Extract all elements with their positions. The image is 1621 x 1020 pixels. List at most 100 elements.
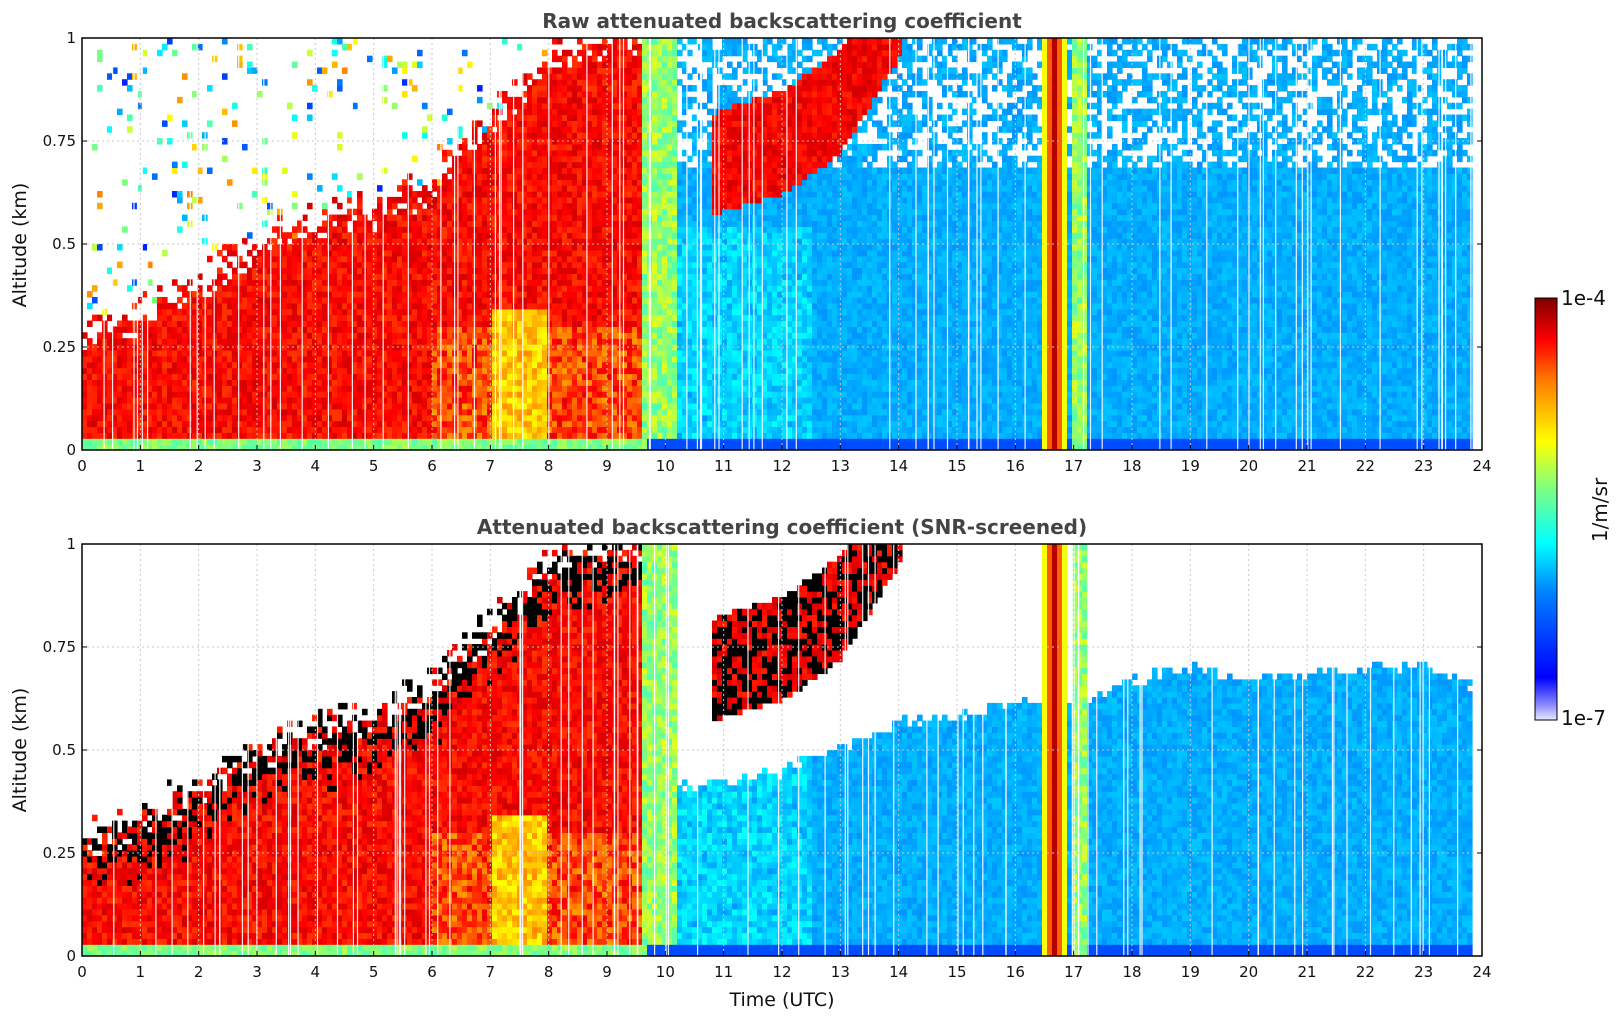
heatmap-cell [307, 338, 313, 345]
heatmap-cell [612, 326, 618, 333]
heatmap-cell [182, 344, 188, 351]
heatmap-cell [572, 202, 578, 210]
heatmap-cell [302, 379, 308, 386]
heatmap-cell [607, 138, 613, 145]
heatmap-cell [442, 173, 448, 180]
heatmap-cell [417, 338, 423, 345]
heatmap-cell [632, 244, 638, 251]
heatmap-cell [607, 161, 613, 169]
heatmap-cell [352, 355, 358, 363]
heatmap-cell [572, 285, 578, 292]
heatmap-cell [597, 385, 603, 392]
heatmap-cell [417, 273, 423, 280]
heatmap-cell [347, 320, 353, 327]
heatmap-cell [147, 373, 153, 380]
heatmap-cell [597, 296, 603, 304]
heatmap-cell [127, 338, 133, 345]
heatmap-cell [387, 367, 393, 375]
heatmap-cell [407, 238, 413, 245]
heatmap-cell [382, 367, 388, 375]
heatmap-cell [542, 367, 548, 375]
heatmap-cell [307, 202, 313, 210]
heatmap-cell [517, 349, 523, 357]
heatmap-cell [487, 379, 493, 386]
heatmap-cell [537, 202, 543, 210]
heatmap-cell [412, 402, 418, 410]
heatmap-cell [522, 361, 528, 369]
heatmap-cell [447, 379, 453, 386]
heatmap-cell [307, 402, 313, 410]
heatmap-cell [457, 273, 463, 280]
heatmap-cell [147, 414, 153, 422]
heatmap-cell [457, 320, 463, 327]
heatmap-cell [482, 414, 488, 422]
heatmap-cell [462, 302, 468, 310]
heatmap-cell [597, 285, 603, 292]
heatmap-cell [567, 138, 573, 145]
heatmap-cell [477, 291, 483, 298]
heatmap-cell [282, 314, 288, 322]
heatmap-cell [462, 173, 468, 180]
heatmap-cell [102, 361, 108, 369]
heatmap-cell [532, 238, 538, 245]
heatmap-cell [392, 420, 398, 428]
heatmap-cell [612, 108, 618, 116]
heatmap-cell [577, 326, 583, 333]
heatmap-cell [587, 291, 593, 298]
heatmap-cell [557, 261, 563, 269]
heatmap-cell [307, 420, 313, 428]
heatmap-cell [522, 432, 528, 439]
heatmap-cell [552, 155, 558, 163]
heatmap-cell [332, 244, 338, 251]
heatmap-cell [107, 367, 113, 375]
heatmap-cell [512, 155, 518, 163]
heatmap-cell [412, 202, 418, 210]
heatmap-cell [527, 214, 533, 222]
heatmap-cell [402, 267, 408, 275]
heatmap-cell [317, 397, 323, 404]
heatmap-cell [397, 308, 403, 316]
heatmap-cell [352, 426, 358, 433]
heatmap-cell [412, 291, 418, 298]
heatmap-cell [217, 438, 223, 445]
heatmap-cell [457, 261, 463, 269]
heatmap-cell [577, 90, 583, 98]
heatmap-cell [227, 373, 233, 380]
heatmap-cell [557, 85, 563, 92]
heatmap-cell [592, 391, 598, 398]
heatmap-cell [137, 414, 143, 422]
heatmap-cell [547, 444, 553, 450]
heatmap-cell [502, 132, 508, 139]
heatmap-cell [467, 226, 473, 233]
heatmap-cell [582, 308, 588, 316]
heatmap-cell [167, 344, 173, 351]
heatmap-cell [332, 332, 338, 339]
heatmap-cell [342, 355, 348, 363]
heatmap-cell [297, 432, 303, 439]
heatmap-cell [227, 391, 233, 398]
heatmap-cell [347, 361, 353, 369]
heatmap-cell [192, 291, 198, 298]
heatmap-cell [627, 296, 633, 304]
heatmap-cell [557, 420, 563, 428]
heatmap-cell [157, 320, 163, 327]
heatmap-cell [602, 226, 608, 233]
heatmap-cell [227, 332, 233, 339]
heatmap-cell [307, 367, 313, 375]
heatmap-cell [437, 414, 443, 422]
heatmap-cell [622, 55, 628, 63]
heatmap-cell [557, 432, 563, 439]
heatmap-cell [87, 361, 93, 369]
heatmap-cell [587, 161, 593, 169]
heatmap-cell [537, 138, 543, 145]
heatmap-cell [322, 208, 328, 216]
heatmap-cell [237, 320, 243, 327]
heatmap-cell [582, 79, 588, 86]
heatmap-cell [422, 408, 428, 416]
heatmap-cell [287, 432, 293, 439]
heatmap-cell [467, 385, 473, 392]
heatmap-cell [332, 432, 338, 439]
heatmap-cell [192, 444, 198, 450]
heatmap-cell [247, 308, 253, 316]
heatmap-cell [572, 367, 578, 375]
